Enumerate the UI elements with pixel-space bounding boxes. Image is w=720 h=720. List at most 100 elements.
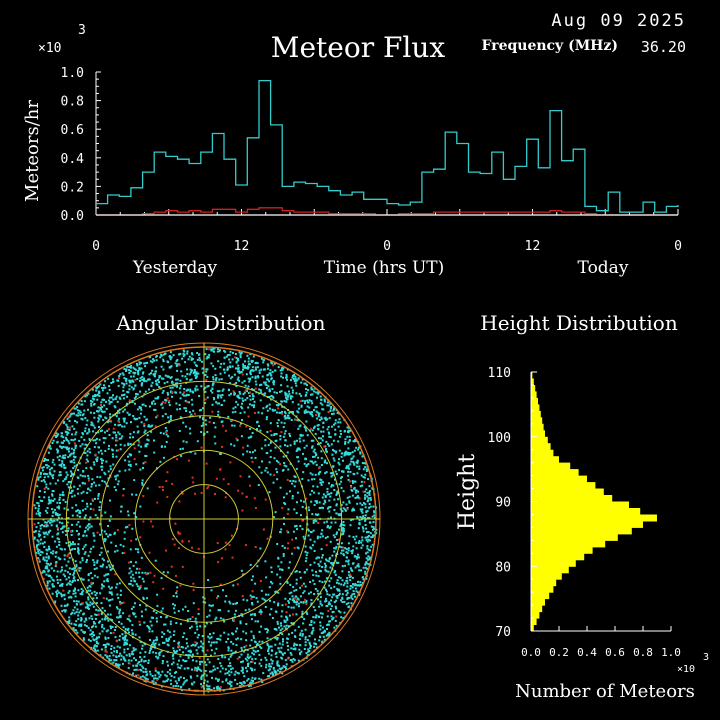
angular-point [101,462,103,465]
angular-point [313,478,316,481]
angular-point [38,514,41,517]
angular-point [59,474,62,476]
angular-point [162,641,164,644]
angular-point [134,633,137,636]
angular-point [97,420,100,423]
angular-point [146,361,149,364]
angular-point [123,417,126,420]
angular-point [217,679,220,682]
angular-point [55,432,58,435]
angular-point [271,662,274,665]
angular-point [44,521,47,524]
angular-point [311,429,314,432]
angular-point [75,464,78,467]
angular-point [83,400,86,403]
angular-point [166,375,169,378]
angular-point [80,619,82,622]
angular-point [89,601,92,604]
height-bar [531,495,613,502]
angular-point [307,528,310,531]
angular-point [285,454,288,457]
angular-point [288,432,291,435]
angular-point [330,485,333,488]
angular-point [205,368,208,371]
angular-point [287,605,290,608]
angular-point [108,591,111,594]
angular-point [356,564,359,567]
angular-red-point [118,420,121,423]
angular-point [345,560,348,563]
angular-point [114,664,117,667]
angular-point [341,593,344,596]
angular-point [235,638,238,641]
angular-point [361,516,364,519]
angular-point [205,674,208,677]
angular-point [259,399,262,402]
angular-point [161,402,164,405]
angular-point [228,394,231,397]
angular-point [80,436,83,439]
angular-point [305,429,308,432]
angular-point [299,525,302,527]
angular-point [322,426,325,429]
angular-point [63,548,66,551]
angular-point [161,660,164,662]
angular-point [296,456,299,459]
angular-point [106,613,109,616]
angular-point [258,630,261,633]
angular-point [321,641,324,644]
angular-point [174,362,177,365]
angular-point [334,605,337,608]
flux-series [96,79,679,216]
angular-red-point [338,538,340,541]
angular-point [245,632,248,635]
angular-point [330,615,333,618]
angular-point [164,374,167,377]
angular-point [295,392,298,395]
angular-point [246,653,249,656]
angular-red-point [166,397,169,400]
angular-point [39,475,42,478]
angular-point [199,416,201,419]
height-bar [531,430,545,438]
angular-point [315,614,318,617]
angular-point [83,620,86,623]
angular-point [210,641,213,644]
angular-point [270,440,273,443]
angular-point [104,437,107,440]
angular-point [107,637,110,639]
angular-point [336,595,339,597]
angular-point [288,614,291,617]
angular-point [237,364,240,367]
angular-point [318,419,321,421]
angular-point [290,386,293,389]
angular-point [93,446,96,449]
angular-point [73,589,75,592]
angular-point [133,580,136,582]
angular-point [161,662,164,665]
angular-point [366,491,369,494]
angular-point [139,412,142,415]
angular-point [177,642,180,645]
angular-point [270,566,273,569]
angular-point [119,423,122,426]
angular-point [323,499,326,502]
angular-point [58,544,61,546]
angular-point [181,357,184,360]
angular-point [327,404,330,407]
angular-point [215,641,218,644]
angular-point [333,423,335,426]
angular-point [222,589,224,592]
angular-point [60,463,63,466]
angular-point [220,664,223,667]
angular-point [97,410,100,413]
angular-point [293,440,296,443]
angular-point [367,538,370,541]
angular-point [284,439,287,442]
angular-point [311,446,313,449]
angular-point [304,644,307,647]
angular-point [118,417,121,420]
angular-point [157,396,159,399]
angular-point [317,443,320,446]
angular-point [311,388,314,391]
